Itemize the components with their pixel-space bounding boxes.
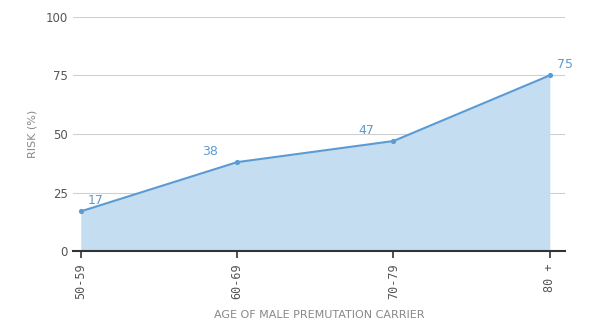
Y-axis label: RISK (%): RISK (%) — [27, 110, 38, 158]
Point — [389, 138, 398, 144]
X-axis label: AGE OF MALE PREMUTATION CARRIER: AGE OF MALE PREMUTATION CARRIER — [214, 310, 424, 320]
Text: 75: 75 — [557, 58, 573, 71]
Point — [76, 209, 86, 214]
Text: 38: 38 — [202, 145, 218, 158]
Point — [232, 159, 242, 165]
Text: 47: 47 — [358, 124, 374, 137]
Point — [545, 73, 554, 78]
Text: 17: 17 — [88, 194, 103, 207]
